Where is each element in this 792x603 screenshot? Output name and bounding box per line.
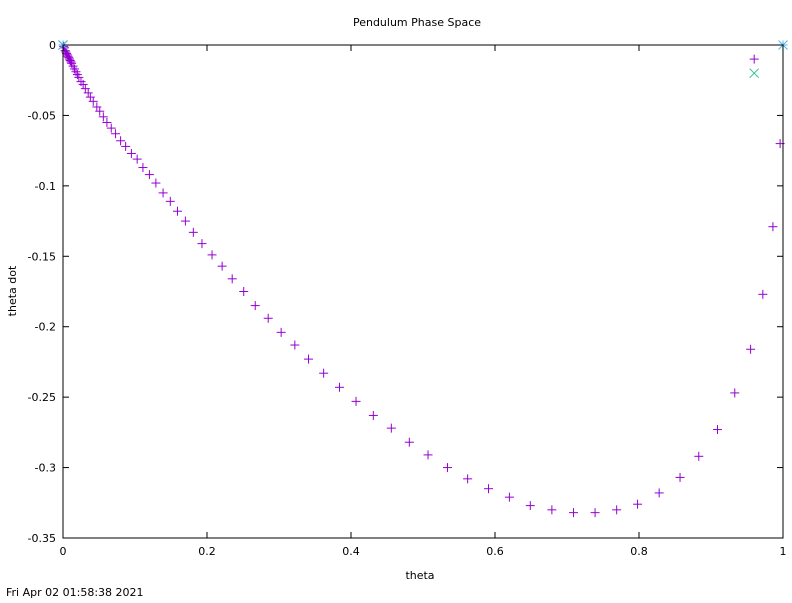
data-point	[121, 141, 131, 151]
data-point	[746, 344, 756, 354]
data-point	[675, 472, 685, 482]
data-point	[116, 136, 126, 146]
x-tick-label: 0.6	[486, 545, 504, 558]
x-tick-label: 0.8	[630, 545, 648, 558]
data-point	[263, 313, 273, 323]
data-point	[197, 239, 207, 249]
data-point	[78, 79, 88, 89]
data-point	[423, 450, 433, 460]
x-tick-label: 0.4	[342, 545, 360, 558]
x-axis-label: theta	[405, 569, 434, 582]
data-point	[633, 499, 643, 509]
data-point	[368, 410, 378, 420]
data-point	[463, 474, 473, 484]
data-point	[111, 129, 121, 139]
y-tick-label: -0.1	[35, 180, 56, 193]
x-tick-label: 1	[780, 545, 787, 558]
data-point	[126, 148, 136, 158]
data-point	[106, 123, 116, 133]
y-tick-label: -0.15	[28, 250, 56, 263]
data-point	[207, 250, 217, 260]
data-point	[95, 106, 105, 116]
data-point	[144, 170, 154, 180]
data-point	[590, 508, 600, 518]
data-point	[749, 68, 760, 79]
y-tick-label: 0	[49, 39, 56, 52]
data-point	[217, 261, 227, 271]
data-point	[239, 287, 249, 296]
y-tick-label: -0.05	[28, 109, 56, 122]
data-point	[504, 492, 514, 502]
data-point	[351, 396, 361, 406]
y-tick-label: -0.25	[28, 391, 56, 404]
data-point	[138, 163, 148, 173]
data-point	[404, 437, 414, 447]
data-point	[180, 216, 190, 226]
y-tick-label: -0.3	[35, 462, 56, 475]
data-point	[102, 117, 112, 127]
data-point	[172, 206, 182, 216]
data-point	[568, 508, 578, 518]
data-point	[83, 88, 93, 98]
data-point	[227, 274, 237, 284]
data-point	[547, 505, 557, 515]
data-point	[386, 423, 396, 433]
data-point	[250, 301, 260, 311]
x-tick-label: 0.2	[198, 545, 216, 558]
data-point	[98, 112, 108, 122]
data-point	[612, 505, 622, 515]
x-tick-label: 0	[60, 545, 67, 558]
y-tick-label: -0.35	[28, 532, 56, 545]
data-point	[768, 222, 778, 232]
timestamp-label: Fri Apr 02 01:58:38 2021	[6, 586, 144, 599]
data-point	[730, 388, 740, 398]
data-points	[58, 40, 788, 518]
data-point	[442, 463, 452, 473]
data-point	[165, 196, 175, 206]
data-point	[694, 451, 704, 461]
data-point	[749, 54, 759, 64]
data-point	[132, 154, 142, 164]
data-point	[158, 188, 168, 198]
axis-ticks: 0 0.2 0.4 0.6 0.8 1 0 -0.05 -0.1 -0.15 -0.2 -0.25 -0…	[28, 39, 787, 558]
data-point	[66, 57, 76, 67]
y-axis-label: theta dot	[6, 265, 19, 316]
data-point	[525, 501, 535, 511]
data-point	[151, 178, 161, 188]
data-point	[654, 488, 664, 498]
data-point	[304, 354, 314, 364]
data-point	[319, 368, 329, 378]
data-point	[188, 227, 198, 237]
data-point	[758, 289, 768, 299]
data-point	[334, 382, 344, 392]
data-point	[712, 425, 722, 435]
y-tick-label: -0.2	[35, 321, 56, 334]
data-point	[88, 96, 98, 106]
chart-title: Pendulum Phase Space	[353, 16, 481, 29]
data-point	[74, 72, 84, 82]
data-point	[484, 484, 494, 494]
data-point	[276, 327, 286, 337]
data-point	[290, 340, 300, 350]
plot-frame	[62, 44, 784, 539]
